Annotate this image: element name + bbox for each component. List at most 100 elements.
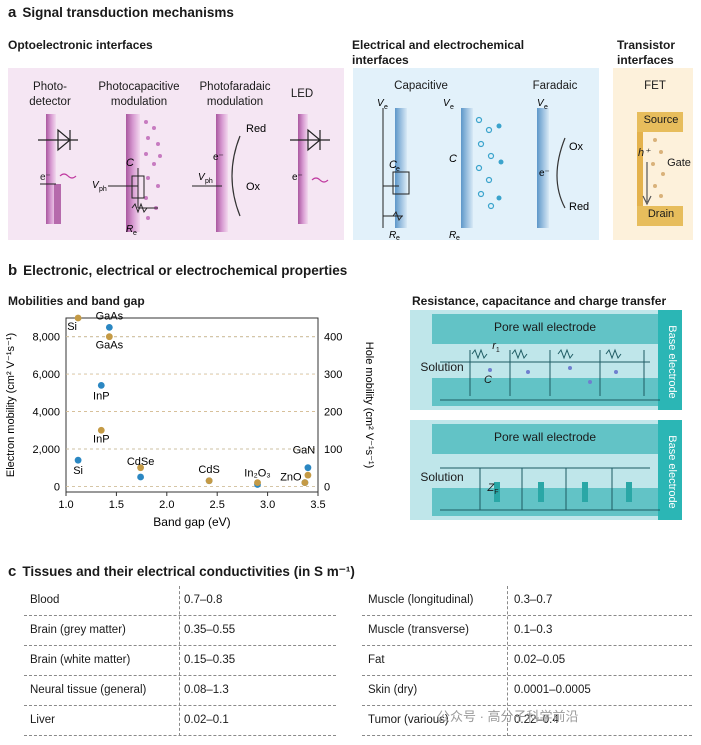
panel-b-letter: b (8, 262, 18, 279)
photocapacitive-re-sub: e (133, 230, 137, 237)
tissue-name: Neural tissue (general) (30, 684, 147, 696)
table-left-sep (179, 586, 180, 736)
photofaradaic-ox: Ox (246, 181, 261, 193)
elec-diagram: V e C e R e V e C R e V e Ox Red e⁻ (377, 98, 589, 240)
tissue-name: Muscle (longitudinal) (368, 594, 474, 606)
y-tick-left: 0 (54, 481, 60, 493)
photocapacitive-electrode (126, 114, 140, 232)
watermark: 公众号 · 高分子科学前沿 (437, 709, 579, 724)
point-label: In₂O₃ (244, 468, 270, 480)
x-tick: 1.0 (58, 499, 73, 511)
tissue-name: Brain (grey matter) (30, 624, 126, 636)
photofaradaic-vph: V (198, 172, 206, 183)
x-axis-label: Band gap (eV) (153, 515, 230, 529)
left-row: Blood 0.7–0.8 (24, 586, 336, 616)
point-label: Si (73, 465, 83, 477)
point-label: GaN (293, 445, 316, 457)
y-tick-left: 8,000 (32, 332, 60, 344)
cap-c-sub-1: e (396, 166, 400, 173)
panel-a-title-text: Signal transduction mechanisms (22, 5, 234, 20)
source-electrode (637, 112, 683, 132)
right-row: Fat 0.02–0.05 (362, 646, 692, 676)
conductivity-value: 0.02–0.1 (184, 714, 229, 726)
tissue-name: Liver (30, 714, 55, 726)
c-label-1: C (484, 374, 492, 386)
point-label: CdS (198, 464, 219, 476)
cap-c-2: C (449, 153, 457, 165)
conductivity-value: 0.35–0.55 (184, 624, 236, 636)
photofaradaic-eminus: e⁻ (213, 152, 224, 163)
photocapacitive-vph: V (92, 180, 100, 191)
cap-re-sub-1: e (396, 235, 400, 240)
panel-a-letter: a (8, 4, 17, 21)
opto-label-photodetector: Photo- detector (29, 81, 71, 108)
opto-label-photocapacitive: Photocapacitive modulation (98, 81, 180, 108)
data-point-right (74, 314, 82, 322)
y-tick-right: 300 (324, 369, 342, 381)
photocapacitive-re: R (126, 224, 133, 235)
photofaradaic-electrode (216, 114, 228, 232)
conductivity-value: 0.0001–0.0005 (514, 684, 591, 696)
capacitive-ions (475, 116, 495, 210)
data-point-right (304, 471, 312, 479)
cap-ve-1: V (377, 98, 385, 109)
zf-elements (494, 482, 632, 502)
far-red: Red (569, 201, 589, 213)
conductivity-value: 0.02–0.05 (514, 654, 566, 666)
elec-box (353, 68, 599, 240)
photocapacitive-vph-sub: ph (99, 186, 107, 193)
base-electrode-label-1: Base electrode (666, 325, 678, 399)
mobility-chart: 0 2,000 4,000 6,000 8,000 0 100 200 300 400 1.0 1.5… (5, 310, 375, 529)
led-light-icon (311, 177, 329, 183)
left-row: Liver 0.02–0.1 (24, 706, 336, 736)
solution-label-2: Solution (420, 470, 464, 484)
y-tick-left: 4,000 (32, 407, 60, 419)
y-axis-label-left: Electron mobility (cm² V⁻¹s⁻¹) (5, 333, 17, 477)
pore-wall-label-2: Pore wall electrode (493, 430, 597, 444)
conductivity-table-left: Blood 0.7–0.8 Brain (grey matter) 0.35–0.55… (24, 586, 336, 736)
point-label: InP (93, 390, 110, 402)
tissue-name: Blood (30, 594, 60, 606)
opto-label-photofaradaic: Photofaradaic modulation (199, 81, 271, 108)
conductivity-value: 0.22–0.4 (514, 714, 559, 726)
trans-drain-label: Drain (647, 208, 675, 220)
far-ve: V (537, 98, 545, 109)
right-row: Skin (dry) 0.0001–0.0005 (362, 676, 692, 706)
data-point-right (205, 477, 213, 485)
conductivity-value: 0.1–0.3 (514, 624, 553, 636)
cap-c-1: C (389, 159, 397, 171)
base-electrode-1 (658, 310, 682, 410)
photofaradaic-red: Red (246, 123, 266, 135)
photodetector-light-icon (59, 173, 77, 179)
capacitive-ions-filled (496, 123, 504, 201)
data-point-right (254, 479, 261, 487)
panel-c-title: c Tissues and their electrical conductivi… (8, 563, 355, 580)
panel-a-title: a Signal transduction mechanisms (8, 4, 234, 21)
photodetector-diode-icon (57, 128, 71, 152)
data-point-left (74, 456, 82, 464)
data-point-right (137, 464, 144, 472)
opto-heading: Optoelectronic interfaces (8, 38, 153, 52)
cap-ve-sub-2: e (450, 104, 454, 111)
y-tick-left: 2,000 (32, 444, 60, 456)
left-row: Brain (grey matter) 0.35–0.55 (24, 616, 336, 646)
point-label: GaAs (96, 310, 124, 322)
point-label-hole: GaAs (96, 340, 124, 352)
trans-hplus-label: h⁺ (638, 147, 650, 159)
data-point-right (105, 333, 113, 341)
point-label: ZnO (280, 472, 302, 484)
far-ox: Ox (569, 141, 584, 153)
right-row: Muscle (longitudinal) 0.3–0.7 (362, 586, 692, 616)
table-right-sep (507, 586, 508, 736)
photocapacitive-ions (144, 120, 162, 220)
data-point-left (97, 381, 105, 389)
opto-label-led: LED (290, 88, 314, 100)
point-label-hole: InP (93, 433, 110, 445)
photofaradaic-vph-sub: ph (205, 178, 213, 185)
conductivity-value: 0.15–0.35 (184, 654, 236, 666)
cap-re-sub-2: e (456, 235, 460, 240)
trans-source-label: Source (643, 114, 679, 126)
trans-heading: Transistor interfaces (617, 38, 676, 67)
conductivity-value: 0.3–0.7 (514, 594, 553, 606)
x-tick: 3.0 (260, 499, 275, 511)
